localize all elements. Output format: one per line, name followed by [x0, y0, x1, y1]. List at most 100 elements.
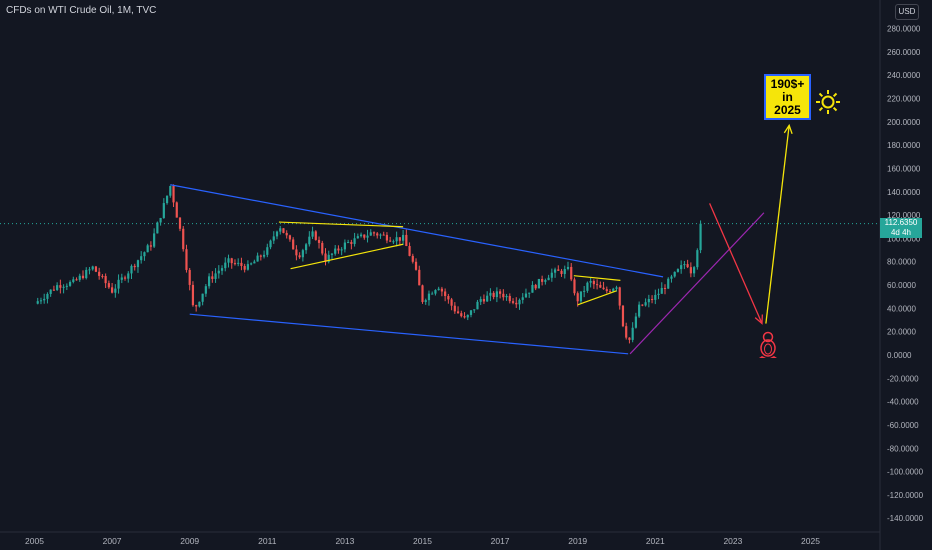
candle-body — [185, 249, 188, 270]
candle-body — [502, 293, 505, 298]
candle-body — [149, 245, 152, 247]
candle-body — [269, 240, 272, 248]
candle-body — [188, 269, 191, 285]
candle-body — [220, 268, 224, 271]
candle-body — [246, 264, 249, 270]
candle-body — [495, 291, 498, 298]
candle-body — [392, 241, 395, 243]
candle-body — [625, 326, 628, 338]
candle-body — [437, 288, 440, 291]
candle-body — [227, 258, 230, 263]
candle-body — [253, 261, 256, 264]
note-line-1: 190$+ — [770, 77, 805, 91]
candle-body — [343, 242, 346, 250]
last-price-tag: 112.6350 4d 4h — [880, 218, 922, 238]
y-tick-label: 220.0000 — [887, 94, 921, 103]
candles — [36, 184, 702, 344]
candle-body — [337, 248, 340, 251]
candle-body — [482, 299, 486, 302]
candle-body — [589, 280, 592, 283]
candle-body — [347, 242, 350, 244]
candle-body — [411, 255, 414, 262]
candle-body — [175, 202, 178, 218]
triangle-upper-line — [278, 221, 404, 228]
candle-body — [130, 265, 133, 274]
candle-body — [136, 260, 140, 268]
candle-body — [676, 269, 680, 272]
candle-body — [654, 294, 657, 300]
candle-body — [460, 313, 463, 317]
candle-body — [65, 285, 68, 287]
candle-body — [301, 250, 304, 258]
candle-body — [431, 293, 434, 295]
candle-body — [49, 289, 52, 294]
candle-body — [372, 232, 376, 234]
candle-body — [492, 292, 495, 298]
candle-body — [305, 244, 308, 251]
candle-body — [178, 217, 182, 229]
candle-body — [544, 280, 547, 282]
y-tick-label: 60.0000 — [887, 281, 916, 290]
y-tick-label: -60.0000 — [887, 421, 919, 430]
candle-body — [456, 311, 460, 314]
candle-body — [104, 276, 107, 284]
candle-body — [395, 237, 398, 242]
candle-body — [408, 246, 411, 256]
candle-body — [211, 276, 214, 279]
candle-body — [421, 285, 424, 302]
candle-body — [240, 262, 243, 266]
candle-body — [114, 288, 117, 293]
candle-body — [599, 285, 602, 288]
candle-body — [382, 234, 385, 236]
candle-body — [444, 291, 447, 297]
penguin-icon — [759, 331, 777, 358]
candle-body — [638, 304, 641, 317]
candle-body — [670, 276, 673, 279]
candle-body — [463, 316, 466, 318]
candle-body — [592, 280, 595, 285]
candle-body — [363, 234, 366, 238]
candle-body — [379, 234, 382, 236]
candle-body — [453, 305, 456, 312]
icons — [759, 90, 840, 358]
candle-body — [78, 275, 81, 280]
y-tick-label: 40.0000 — [887, 304, 916, 313]
time-axis: 2005 2007 2009 2011 2013 2015 2017 2019 2021 2023… — [25, 536, 820, 546]
candle-body — [353, 238, 356, 244]
candle-body — [579, 291, 583, 302]
bull-arrow-head — [783, 123, 793, 135]
candle-body — [531, 284, 534, 293]
candle-body — [217, 270, 220, 274]
candle-body — [262, 254, 266, 257]
candle-body — [686, 264, 689, 268]
candle-body — [165, 195, 169, 204]
candle-body — [660, 287, 663, 294]
candle-body — [534, 284, 537, 289]
currency-button[interactable]: USD — [895, 4, 919, 20]
price-target-note[interactable]: 190$+ in 2025 — [764, 74, 811, 120]
candle-body — [389, 240, 392, 242]
y-tick-label: 80.0000 — [887, 258, 916, 267]
candle-body — [350, 242, 353, 244]
candle-body — [120, 277, 123, 280]
channel-upper-line — [170, 184, 664, 278]
candle-body — [107, 283, 110, 288]
candle-body — [473, 309, 476, 311]
candle-body — [644, 302, 647, 306]
candle-body — [172, 186, 175, 203]
candle-body — [285, 232, 288, 236]
candle-body — [230, 258, 233, 264]
candle-body — [359, 234, 363, 237]
candle-body — [586, 282, 589, 291]
triangle-lower-line — [577, 290, 617, 306]
candle-body — [537, 278, 540, 289]
candle-body — [508, 295, 511, 302]
candle-body — [256, 255, 259, 262]
triangle-lower-line — [290, 243, 404, 270]
x-tick-label: 2019 — [568, 536, 587, 546]
candle-body — [418, 269, 421, 286]
candle-body — [195, 305, 198, 307]
penguin-belly — [764, 343, 772, 355]
channel-lower-line — [189, 313, 629, 355]
